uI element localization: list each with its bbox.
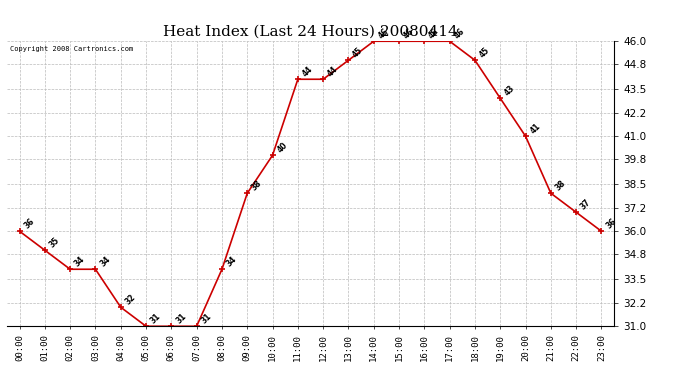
Text: Copyright 2008 Cartronics.com: Copyright 2008 Cartronics.com: [10, 45, 133, 51]
Text: 38: 38: [553, 178, 567, 192]
Text: 34: 34: [98, 255, 112, 268]
Text: 31: 31: [174, 312, 188, 326]
Text: 34: 34: [225, 255, 239, 268]
Text: 34: 34: [73, 255, 87, 268]
Text: 46: 46: [453, 27, 466, 40]
Text: 31: 31: [199, 312, 213, 326]
Text: 45: 45: [477, 46, 491, 60]
Text: 44: 44: [301, 64, 315, 78]
Text: 35: 35: [48, 236, 61, 249]
Text: 46: 46: [377, 27, 391, 40]
Title: Heat Index (Last 24 Hours) 20080414: Heat Index (Last 24 Hours) 20080414: [163, 25, 458, 39]
Text: 46: 46: [427, 27, 441, 40]
Text: 44: 44: [326, 64, 339, 78]
Text: 37: 37: [579, 198, 593, 211]
Text: 38: 38: [250, 178, 264, 192]
Text: 43: 43: [503, 84, 517, 98]
Text: 40: 40: [275, 141, 289, 154]
Text: 41: 41: [529, 122, 542, 135]
Text: 31: 31: [149, 312, 163, 326]
Text: 32: 32: [124, 292, 137, 306]
Text: 36: 36: [604, 217, 618, 231]
Text: 45: 45: [351, 46, 365, 60]
Text: 36: 36: [22, 217, 36, 231]
Text: 46: 46: [402, 27, 415, 40]
